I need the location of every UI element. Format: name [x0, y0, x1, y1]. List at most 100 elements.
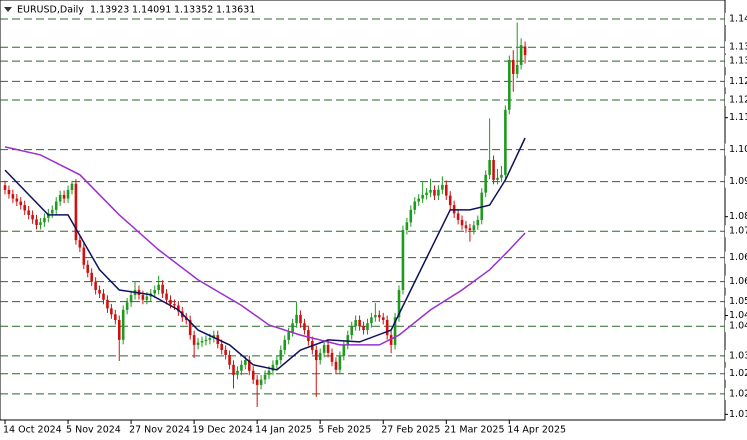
x-tick-label: 27 Nov 2024	[129, 425, 190, 436]
candle-body	[314, 349, 318, 361]
header-value: 1.13631	[216, 5, 255, 16]
candle-body	[350, 326, 354, 336]
candle-body	[94, 281, 97, 290]
candle-body	[259, 379, 263, 385]
x-tick-label: 5 Feb 2025	[318, 425, 371, 436]
candle-body	[508, 59, 511, 110]
moving-average	[4, 146, 526, 346]
candle-body	[429, 189, 432, 193]
candle-body	[307, 330, 310, 342]
candle-body	[299, 314, 302, 324]
candle-body	[86, 264, 90, 273]
x-tick-label: 21 Mar 2025	[444, 425, 504, 436]
level-label: 1.05330	[729, 296, 747, 307]
candle-body	[330, 352, 334, 362]
level-label: 1.12120	[729, 95, 747, 106]
plot-frame	[0, 0, 726, 421]
candle-body	[425, 192, 428, 196]
moving-average	[4, 137, 526, 371]
candle-body	[472, 225, 476, 231]
candle-body	[303, 323, 306, 331]
level-label: 1.10450	[729, 144, 747, 155]
level-label-box	[725, 12, 747, 25]
level-label: 1.02220	[729, 388, 747, 399]
candle-body	[283, 339, 287, 350]
candle-body	[39, 222, 42, 225]
candle-body	[82, 247, 86, 265]
x-tick-label: 14 Jan 2025	[255, 425, 312, 436]
candle-body	[370, 317, 373, 324]
candle-body	[444, 184, 448, 196]
level-label-box	[725, 295, 747, 308]
candle-body	[244, 360, 247, 365]
candle-body	[240, 364, 243, 371]
candle-body	[417, 198, 420, 202]
candle-body	[78, 240, 82, 248]
candle-body	[366, 323, 369, 331]
level-label: 1.12750	[729, 76, 747, 87]
candle-body	[188, 319, 192, 336]
level-label: 1.09370	[729, 176, 747, 187]
candle-body	[338, 355, 342, 370]
candle-body	[385, 319, 389, 336]
candle-body	[11, 194, 15, 199]
candle-body	[409, 209, 413, 223]
candle-body	[405, 222, 409, 231]
candle-body	[504, 109, 507, 175]
candle-body	[177, 305, 180, 312]
chart-title: EURUSD,Daily	[17, 5, 84, 16]
candle-body	[224, 349, 227, 355]
candle-body	[110, 308, 113, 315]
candle-body	[121, 309, 125, 340]
candle-body	[27, 210, 30, 215]
level-label: 1.13900	[729, 42, 747, 53]
candle-body	[74, 183, 78, 241]
candle-body	[157, 284, 160, 290]
candle-body	[228, 354, 231, 365]
candle-body	[378, 314, 381, 318]
candle-body	[35, 219, 38, 225]
candle-body	[43, 217, 46, 223]
candle-body	[212, 335, 216, 339]
candle-body	[66, 189, 70, 199]
candle-body	[106, 299, 109, 309]
y-tick-label: 1.11525	[729, 112, 747, 123]
menu-icon[interactable]	[4, 7, 12, 12]
candle-body	[165, 293, 168, 300]
candle-body	[102, 293, 105, 300]
candle-body	[322, 344, 326, 353]
level-label-box	[725, 275, 747, 288]
candle-body	[291, 323, 294, 333]
level-label: 1.06000	[729, 276, 747, 287]
candle-body	[251, 370, 255, 380]
candle-body	[448, 195, 452, 206]
candle-body	[519, 45, 523, 66]
candle-body	[393, 317, 397, 345]
candle-body	[232, 364, 235, 375]
level-label-box	[725, 251, 747, 264]
candle-body	[295, 314, 298, 324]
candle-body	[236, 370, 239, 375]
candle-body	[468, 228, 472, 231]
x-tick-label: 14 Apr 2025	[507, 425, 566, 436]
candle-body	[62, 195, 66, 199]
candle-body	[523, 46, 527, 56]
x-tick-label: 5 Nov 2024	[66, 425, 121, 436]
candle-body	[515, 65, 519, 74]
candle-body	[397, 289, 401, 318]
candle-body	[464, 225, 468, 229]
candle-body	[153, 289, 157, 294]
y-tick-label: 1.04860	[729, 310, 747, 321]
candle-body	[334, 361, 338, 370]
candle-body	[389, 335, 393, 345]
candle-body	[192, 335, 196, 345]
candle-body	[326, 344, 330, 353]
candle-body	[169, 299, 172, 304]
candle-body	[58, 195, 62, 202]
y-tick-label: 1.01530	[729, 409, 747, 420]
level-label: 1.06810	[729, 252, 747, 263]
candle-body	[381, 317, 385, 320]
level-label-box	[725, 387, 747, 400]
header-value: 1.13352	[174, 5, 213, 16]
candle-body	[208, 338, 212, 340]
